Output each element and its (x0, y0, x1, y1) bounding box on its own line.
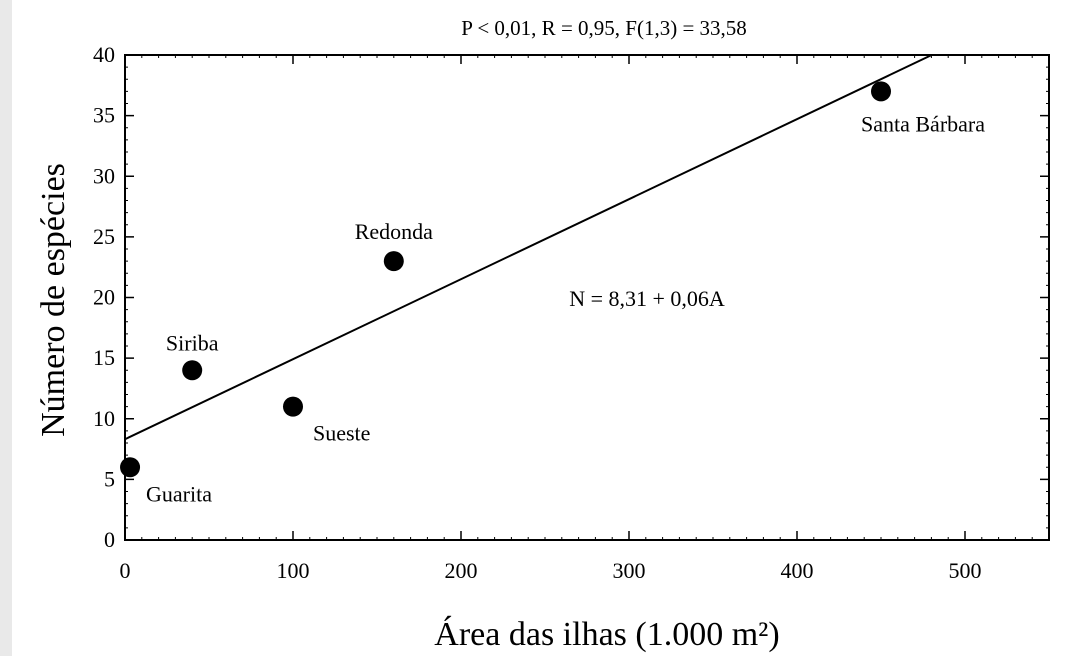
data-point (120, 457, 141, 478)
y-tick-label: 35 (93, 103, 115, 128)
x-tick-label: 0 (120, 558, 131, 583)
data-point (871, 81, 891, 102)
regression-equation: N = 8,31 + 0,06A (569, 286, 725, 311)
data-point-label: Redonda (355, 219, 433, 244)
x-tick-label: 500 (949, 558, 982, 583)
x-tick-label: 100 (277, 558, 310, 583)
x-tick-label: 400 (781, 558, 814, 583)
y-tick-label: 25 (93, 224, 115, 249)
regression-line (124, 54, 933, 441)
y-tick-label: 15 (93, 345, 115, 370)
data-point-label: Santa Bárbara (861, 111, 985, 136)
y-tick-label: 10 (93, 406, 115, 431)
data-point (383, 251, 404, 272)
data-point (182, 360, 203, 381)
data-point (283, 396, 303, 417)
x-tick-label: 300 (613, 558, 646, 583)
data-point-label: Siriba (166, 330, 219, 355)
y-tick-label: 0 (104, 527, 115, 552)
y-tick-label: 40 (93, 42, 115, 67)
y-axis-title: Número de espécies (35, 163, 72, 437)
y-tick-label: 20 (93, 285, 115, 310)
chart-title: P < 0,01, R = 0,95, F(1,3) = 33,58 (461, 16, 747, 40)
x-axis-title: Área das ilhas (1.000 m²) (434, 616, 779, 653)
scatter-chart: P < 0,01, R = 0,95, F(1,3) = 33,58 Númer… (35, 16, 1050, 653)
y-tick-label: 30 (93, 163, 115, 188)
data-point-label: Guarita (146, 481, 212, 506)
data-point-label: Sueste (313, 421, 370, 446)
x-tick-label: 200 (445, 558, 478, 583)
chart-frame: P < 0,01, R = 0,95, F(1,3) = 33,58 Númer… (12, 0, 1065, 656)
y-tick-label: 5 (104, 466, 115, 491)
